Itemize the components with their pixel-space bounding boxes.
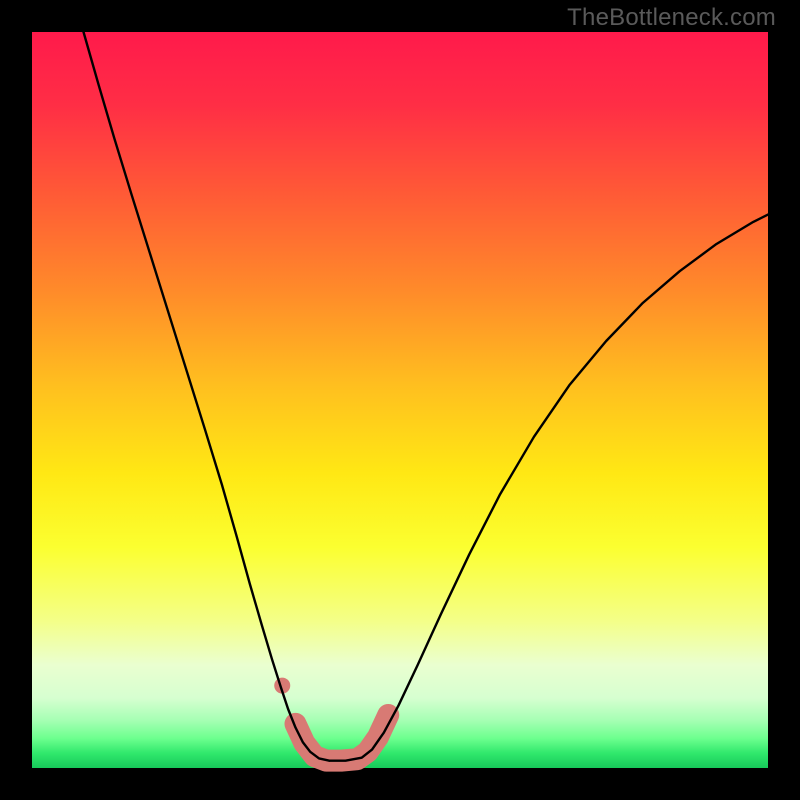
gradient-background — [32, 32, 768, 768]
watermark-text: TheBottleneck.com — [567, 4, 776, 32]
chart-svg — [0, 0, 800, 800]
